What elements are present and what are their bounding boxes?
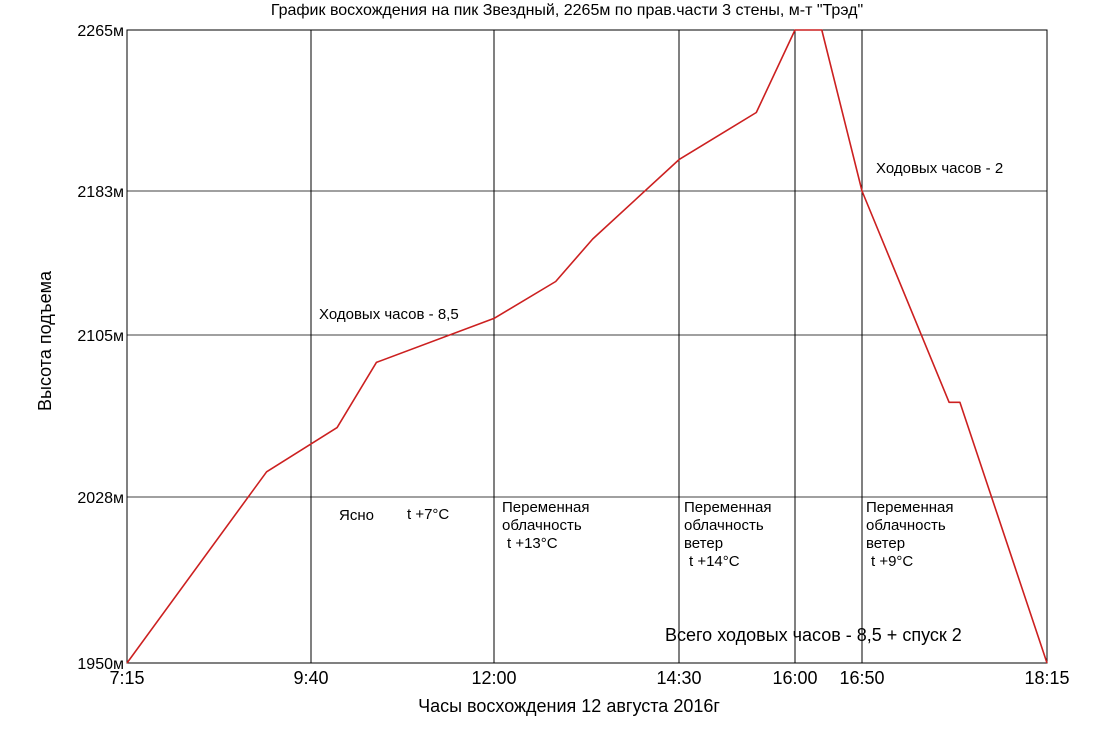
y-tick-label: 2028м bbox=[77, 490, 124, 507]
horizontal-gridlines bbox=[127, 190, 1047, 498]
annotation-text: Всего ходовых часов - 8,5 + спуск 2 bbox=[665, 625, 962, 645]
series-layer bbox=[126, 29, 1048, 664]
annotation-text: Переменная bbox=[684, 499, 772, 516]
plot-area-border bbox=[126, 29, 1048, 664]
y-axis-label: Высота подъема bbox=[35, 270, 55, 411]
annotation-text: t +7°C bbox=[407, 506, 449, 523]
y-tick-label: 2265м bbox=[77, 23, 124, 40]
annotation-text: ветер bbox=[684, 535, 723, 552]
annotation-text: Ясно bbox=[339, 507, 374, 524]
x-tick-labels: 7:15 9:40 12:00 14:30 16:00 16:50 18:15 bbox=[109, 668, 1069, 688]
x-tick-label: 16:50 bbox=[839, 668, 884, 688]
annotation-text: Переменная bbox=[502, 499, 590, 516]
annotation-text: Переменная bbox=[866, 499, 954, 516]
x-tick-label: 12:00 bbox=[471, 668, 516, 688]
chart-title: График восхождения на пик Звездный, 2265… bbox=[271, 2, 863, 19]
annotations: Ходовых часов - 8,5 Ходовых часов - 2 Ясно… bbox=[319, 160, 1003, 645]
annotation-text: облачность bbox=[502, 517, 582, 534]
series-line bbox=[126, 29, 1048, 664]
annotation-text: t +13°C bbox=[507, 535, 558, 552]
y-tick-label: 2183м bbox=[77, 184, 124, 201]
x-tick-label: 18:15 bbox=[1024, 668, 1069, 688]
y-tick-label: 2105м bbox=[77, 328, 124, 345]
y-tick-labels: 1950м 2028м 2105м 2183м 2265м bbox=[77, 23, 124, 673]
annotation-text: Ходовых часов - 8,5 bbox=[319, 306, 459, 323]
x-tick-label: 7:15 bbox=[109, 668, 144, 688]
annotation-text: t +9°C bbox=[871, 553, 913, 570]
x-axis-label: Часы восхождения 12 августа 2016г bbox=[418, 696, 720, 716]
annotation-text: t +14°C bbox=[689, 553, 740, 570]
annotation-text: облачность bbox=[684, 517, 764, 534]
vertical-gridlines bbox=[310, 30, 863, 663]
annotation-text: Ходовых часов - 2 bbox=[876, 160, 1003, 177]
y-tick-label: 1950м bbox=[77, 656, 124, 673]
annotation-text: облачность bbox=[866, 517, 946, 534]
x-tick-label: 9:40 bbox=[293, 668, 328, 688]
annotation-text: ветер bbox=[866, 535, 905, 552]
x-tick-label: 16:00 bbox=[772, 668, 817, 688]
x-tick-label: 14:30 bbox=[656, 668, 701, 688]
